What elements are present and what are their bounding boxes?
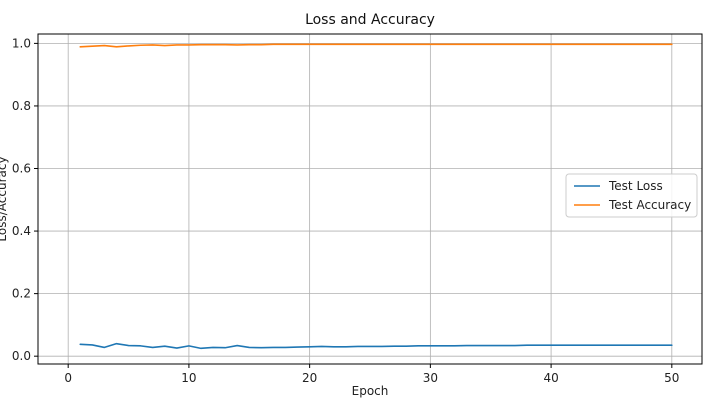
x-tick-label: 30 bbox=[423, 371, 438, 385]
y-axis-label: Loss/Accuracy bbox=[0, 156, 9, 241]
legend-label-test-accuracy: Test Accuracy bbox=[608, 198, 691, 212]
x-tick-label: 40 bbox=[543, 371, 558, 385]
y-tick-label: 0.4 bbox=[12, 224, 31, 238]
plot-frame bbox=[37, 33, 703, 365]
x-tick-label: 10 bbox=[181, 371, 196, 385]
x-axis-label: Epoch bbox=[352, 384, 389, 398]
y-tick-label: 0.6 bbox=[12, 162, 31, 176]
y-axis: 0.0 0.2 0.4 0.6 0.8 1.0 bbox=[12, 36, 38, 363]
series-line-test-accuracy bbox=[79, 43, 673, 48]
y-tick-label: 0.0 bbox=[12, 349, 31, 363]
x-axis: 0 10 20 30 40 50 bbox=[64, 364, 679, 385]
legend-box bbox=[565, 173, 698, 218]
legend: Test Loss Test Accuracy bbox=[565, 173, 698, 218]
x-tick-label: 50 bbox=[664, 371, 679, 385]
y-tick-label: 1.0 bbox=[12, 36, 31, 50]
series-group bbox=[79, 43, 673, 350]
chart-title: Loss and Accuracy bbox=[305, 12, 435, 28]
x-tick-label: 20 bbox=[302, 371, 317, 385]
y-tick-label: 0.8 bbox=[12, 99, 31, 113]
legend-label-test-loss: Test Loss bbox=[608, 179, 663, 193]
series-line-test-loss bbox=[79, 342, 673, 350]
x-tick-label: 0 bbox=[64, 371, 72, 385]
y-tick-label: 0.2 bbox=[12, 287, 31, 301]
